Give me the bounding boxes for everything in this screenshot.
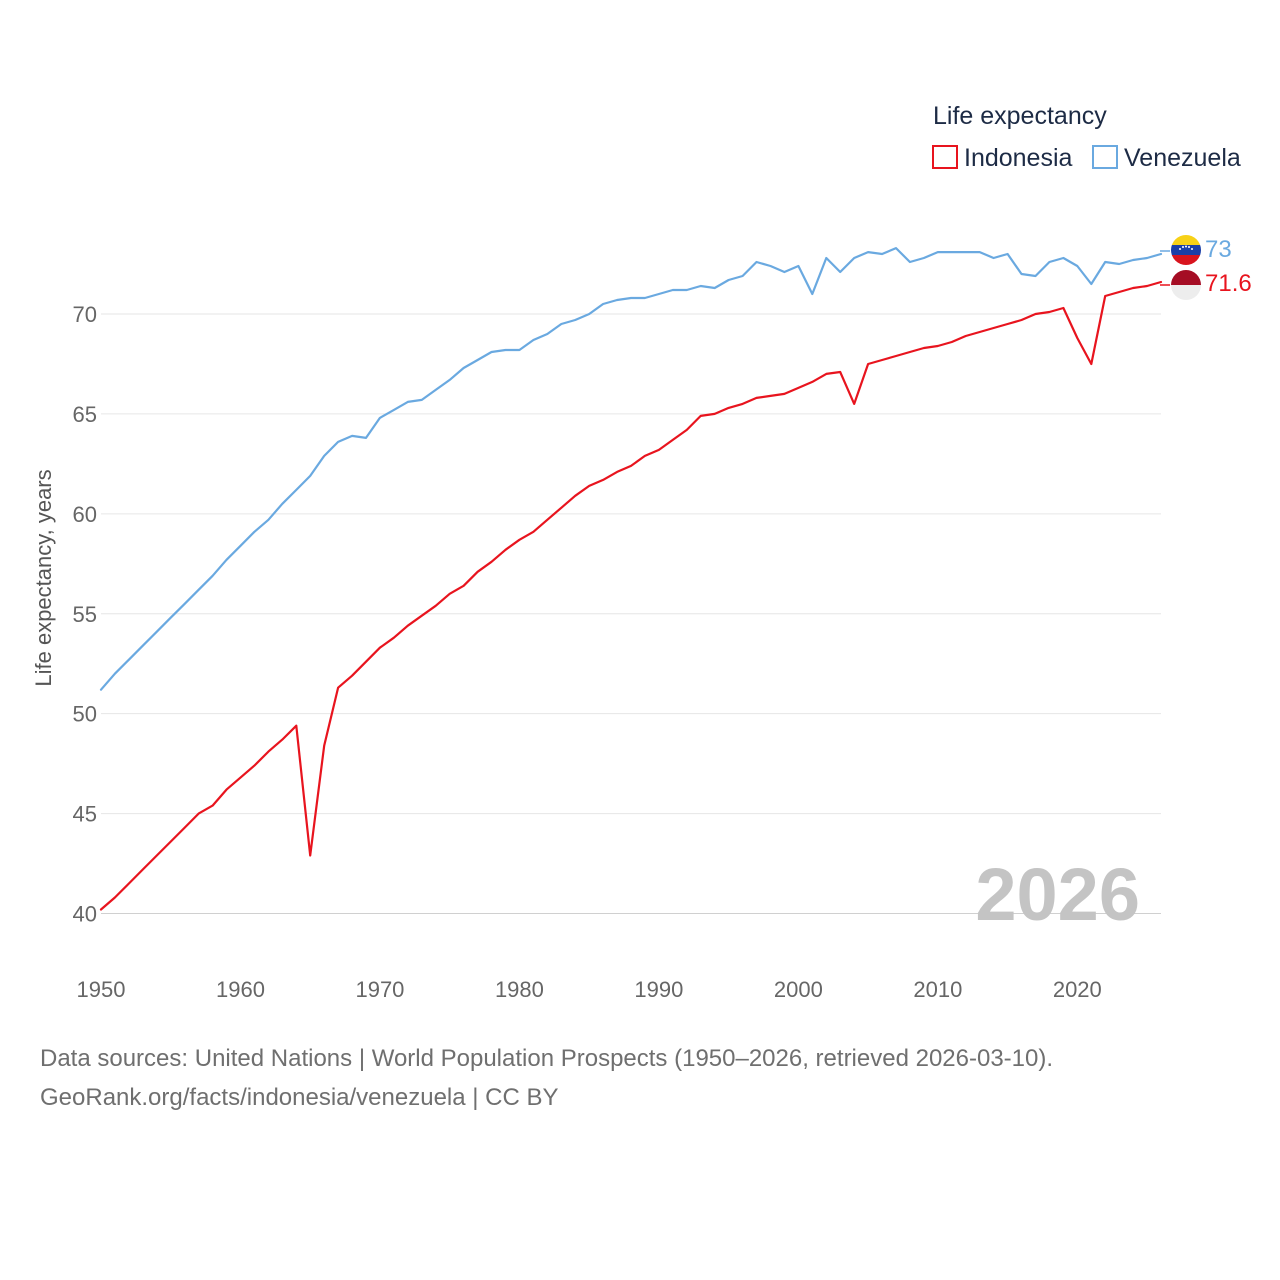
- legend-label-indonesia[interactable]: Indonesia: [964, 144, 1073, 172]
- y-axis-ticks: 40 45 50 55 60 65 70: [73, 302, 97, 927]
- x-tick-label-1990: 1990: [634, 977, 683, 1002]
- x-tick-label-2010: 2010: [913, 977, 962, 1002]
- legend: Life expectancy Indonesia Venezuela: [932, 102, 1241, 172]
- series-lines: [99, 247, 1163, 911]
- x-tick-label-1970: 1970: [355, 977, 404, 1002]
- y-tick-label-50: 50: [73, 702, 97, 727]
- x-tick-label-1960: 1960: [216, 977, 265, 1002]
- legend-label-venezuela[interactable]: Venezuela: [1124, 144, 1241, 172]
- gridlines: [101, 313, 1161, 914]
- y-tick-label-40: 40: [73, 902, 97, 927]
- y-axis-title: Life expectancy, years: [31, 469, 56, 686]
- indonesia-end-value: 71.6: [1205, 270, 1252, 297]
- x-tick-label-2000: 2000: [774, 977, 823, 1002]
- indonesia-flag-icon: [1171, 270, 1201, 300]
- legend-swatch-indonesia[interactable]: [932, 145, 958, 169]
- series-line-venezuela[interactable]: [99, 247, 1163, 691]
- y-tick-label-65: 65: [73, 402, 97, 427]
- x-axis-ticks: 1950 1960 1970 1980 1990 2000 2010 2020: [77, 977, 1102, 1002]
- x-tick-label-1950: 1950: [77, 977, 126, 1002]
- legend-swatch-venezuela[interactable]: [1092, 145, 1118, 169]
- x-tick-label-1980: 1980: [495, 977, 544, 1002]
- credit-link[interactable]: GeoRank.org/facts/indonesia/venezuela | …: [40, 1084, 559, 1111]
- y-tick-label-60: 60: [73, 502, 97, 527]
- legend-title: Life expectancy: [933, 102, 1107, 130]
- venezuela-flag-icon: [1171, 235, 1201, 265]
- data-source-note: Data sources: United Nations | World Pop…: [40, 1045, 1054, 1072]
- y-tick-label-55: 55: [73, 602, 97, 627]
- indonesia-end-marker: 71.6: [1160, 270, 1252, 300]
- x-tick-label-2020: 2020: [1053, 977, 1102, 1002]
- year-watermark: 2026: [975, 853, 1140, 936]
- y-tick-label-45: 45: [73, 802, 97, 827]
- y-tick-label-70: 70: [73, 302, 97, 327]
- venezuela-end-marker: 73: [1160, 235, 1232, 265]
- venezuela-end-value: 73: [1205, 236, 1232, 263]
- series-line-indonesia[interactable]: [99, 280, 1163, 911]
